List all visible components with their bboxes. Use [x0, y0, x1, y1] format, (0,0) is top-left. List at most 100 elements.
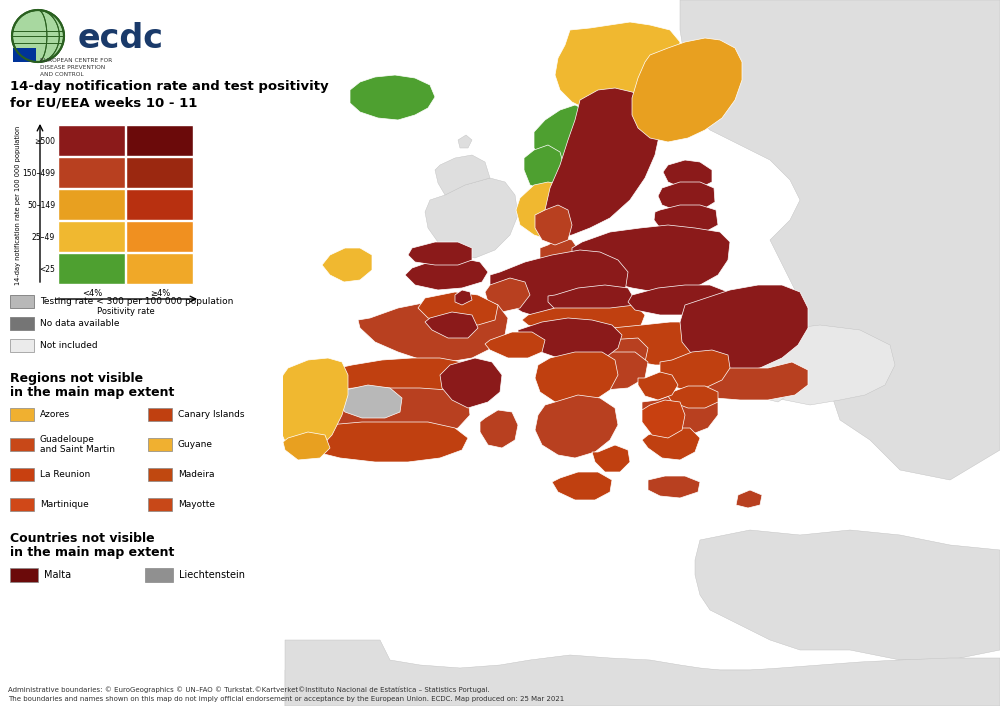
Text: 50–149: 50–149 — [27, 201, 55, 210]
Polygon shape — [685, 295, 790, 350]
Polygon shape — [680, 285, 808, 372]
Bar — [10, 438, 34, 451]
Polygon shape — [480, 410, 518, 448]
Bar — [10, 339, 34, 352]
Polygon shape — [592, 445, 630, 472]
Text: ecdc: ecdc — [78, 21, 164, 54]
Bar — [0, 0, 283, 706]
Polygon shape — [350, 75, 435, 120]
Polygon shape — [680, 0, 1000, 480]
Bar — [10, 295, 34, 308]
Polygon shape — [690, 325, 895, 405]
Polygon shape — [660, 350, 730, 390]
Polygon shape — [485, 332, 545, 358]
Bar — [126, 189, 193, 220]
Bar — [126, 221, 193, 252]
Bar — [148, 468, 172, 481]
Text: Martinique: Martinique — [40, 500, 89, 509]
Polygon shape — [575, 322, 732, 365]
Text: Countries not visible: Countries not visible — [10, 532, 155, 545]
Polygon shape — [562, 352, 648, 390]
Polygon shape — [758, 378, 788, 402]
Polygon shape — [518, 318, 622, 362]
Polygon shape — [455, 290, 472, 305]
Bar — [126, 157, 193, 188]
Text: for EU/EEA weeks 10 - 11: for EU/EEA weeks 10 - 11 — [10, 96, 197, 109]
Polygon shape — [358, 298, 508, 362]
Circle shape — [12, 10, 64, 62]
Text: No data available: No data available — [40, 319, 120, 328]
Bar — [10, 317, 34, 330]
Polygon shape — [288, 388, 470, 438]
Polygon shape — [322, 248, 372, 282]
Text: Azores: Azores — [40, 410, 70, 419]
Bar — [58, 253, 125, 284]
Bar — [10, 568, 38, 582]
Bar — [58, 125, 125, 156]
Text: in the main map extent: in the main map extent — [10, 546, 174, 559]
Polygon shape — [285, 640, 1000, 706]
Text: Mayotte: Mayotte — [178, 500, 215, 509]
Polygon shape — [552, 472, 612, 500]
Polygon shape — [654, 205, 718, 232]
Text: Not included: Not included — [40, 341, 98, 350]
Polygon shape — [632, 38, 742, 142]
Text: Administrative boundaries: © EuroGeographics © UN–FAO © Turkstat.©Kartverket©Ins: Administrative boundaries: © EuroGeograp… — [8, 686, 490, 693]
Polygon shape — [535, 395, 618, 458]
Polygon shape — [648, 476, 700, 498]
Polygon shape — [485, 278, 530, 312]
Polygon shape — [548, 285, 635, 318]
Text: EUROPEAN CENTRE FOR
DISEASE PREVENTION
AND CONTROL: EUROPEAN CENTRE FOR DISEASE PREVENTION A… — [40, 58, 112, 77]
Text: Guyane: Guyane — [178, 440, 213, 449]
Text: Guadeloupe
and Saint Martin: Guadeloupe and Saint Martin — [40, 435, 115, 454]
Text: La Reunion: La Reunion — [40, 470, 90, 479]
Bar — [285, 0, 1000, 706]
Text: Madeira: Madeira — [178, 470, 214, 479]
Polygon shape — [290, 422, 468, 462]
Polygon shape — [290, 358, 480, 402]
Polygon shape — [638, 372, 678, 400]
Text: <4%: <4% — [82, 289, 102, 298]
Polygon shape — [555, 22, 680, 112]
Polygon shape — [285, 670, 1000, 706]
Polygon shape — [405, 258, 488, 290]
Polygon shape — [522, 305, 645, 338]
Polygon shape — [540, 325, 592, 350]
Bar — [13, 48, 36, 62]
Text: in the main map extent: in the main map extent — [10, 386, 174, 399]
Polygon shape — [440, 358, 502, 408]
Bar — [285, 0, 1000, 706]
Polygon shape — [736, 490, 762, 508]
Polygon shape — [658, 182, 715, 212]
Bar — [58, 189, 125, 220]
Polygon shape — [545, 88, 660, 238]
Text: Malta: Malta — [44, 570, 71, 580]
Text: 14-day notification rate per 100 000 population: 14-day notification rate per 100 000 pop… — [15, 126, 21, 285]
Polygon shape — [425, 178, 518, 258]
Polygon shape — [418, 292, 498, 325]
Polygon shape — [524, 145, 565, 190]
Bar — [10, 498, 34, 511]
Text: The boundaries and names shown on this map do not imply official endorsement or : The boundaries and names shown on this m… — [8, 696, 564, 702]
Text: ≥500: ≥500 — [34, 136, 55, 145]
Bar — [285, 0, 1000, 706]
Polygon shape — [283, 432, 330, 460]
Text: <25: <25 — [39, 265, 55, 273]
Bar — [58, 221, 125, 252]
Polygon shape — [642, 428, 700, 460]
Bar — [148, 498, 172, 511]
Text: Regions not visible: Regions not visible — [10, 372, 143, 385]
Polygon shape — [572, 338, 648, 368]
Polygon shape — [642, 400, 685, 438]
Text: 150–499: 150–499 — [22, 169, 55, 177]
Bar — [145, 568, 173, 582]
Bar — [10, 408, 34, 421]
Polygon shape — [435, 155, 490, 195]
Bar — [126, 253, 193, 284]
Polygon shape — [668, 386, 718, 408]
Bar — [126, 125, 193, 156]
Text: ≥4%: ≥4% — [150, 289, 170, 298]
Polygon shape — [695, 530, 1000, 660]
Polygon shape — [572, 225, 730, 292]
Text: 25–49: 25–49 — [32, 232, 55, 241]
